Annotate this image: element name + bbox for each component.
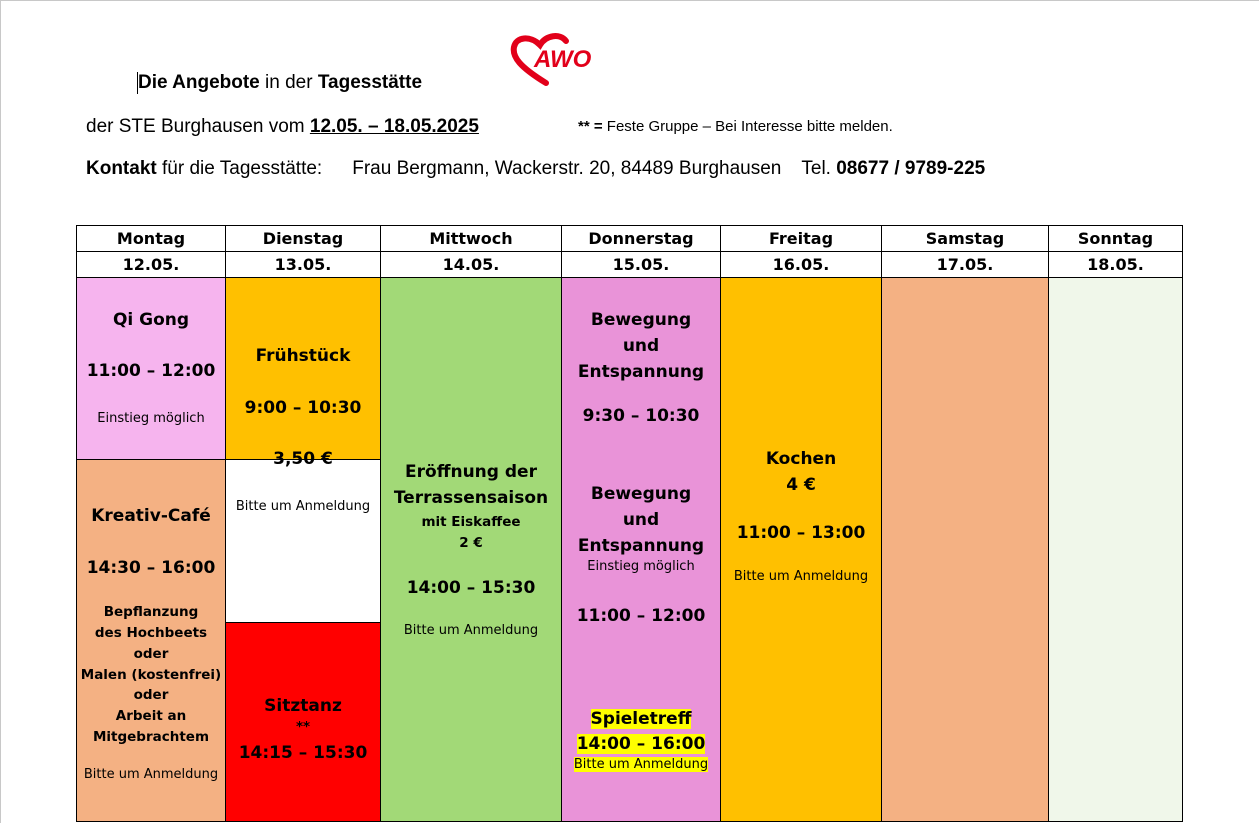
kreativ-line: Mitgebrachtem [92,729,210,745]
fixed-group-note: ** = Feste Gruppe – Bei Interesse bitte … [578,118,893,135]
don2-line1: Bewegung [590,484,692,504]
page-border-left [0,0,1,823]
don3-note-wrap: Bitte um Anmeldung [562,755,720,775]
don2-line3: Entspannung [577,536,705,556]
mittwoch-price: 2 € [459,535,483,551]
contact-label-bold: Kontakt [86,158,157,179]
note-stars: ** = [578,118,603,135]
don1-line1: Bewegung [590,310,692,330]
awo-logo-text: AWO [533,46,592,73]
mittwoch-note: Bitte um Anmeldung [403,623,539,638]
fruehstueck-title: Frühstück [255,346,351,366]
date-cell: 15.05. [561,251,721,278]
schedule-table: Montag Dienstag Mittwoch Donnerstag Frei… [76,225,1183,822]
kreativ-line: Malen (kostenfrei) [80,667,222,683]
date-cell: 17.05. [881,251,1049,278]
don3-time-wrap: 14:00 – 16:00 [562,731,720,757]
weekday-header: Dienstag [225,225,381,252]
date-cell: 13.05. [225,251,381,278]
kreativ-line: des Hochbeets [94,625,208,641]
freitag-price: 4 € [786,475,816,495]
weekday-header: Freitag [720,225,882,252]
mittwoch-time: 14:00 – 15:30 [406,578,536,598]
date-cell: 18.05. [1048,251,1183,278]
kreativ-line: oder [133,646,169,662]
weekday-header: Mittwoch [380,225,562,252]
spieletreff-note: Bitte um Anmeldung [573,757,709,772]
fruehstueck-price: 3,50 € [273,449,333,469]
page-border-top [0,0,1259,1]
kreativ-note: Bitte um Anmeldung [83,767,219,782]
heading-text: in der [259,72,318,93]
date-cell: 12.05. [76,251,226,278]
contact-address: Frau Bergmann, Wackerstr. 20, 84489 Burg… [352,158,782,179]
sitztanz-time: 14:15 – 15:30 [238,743,368,763]
weekday-header: Montag [76,225,226,252]
schedule-row-afternoon: Sitztanz ** 14:15 – 15:30 [77,622,1183,822]
fruehstueck-time: 9:00 – 10:30 [244,398,362,418]
weekday-header: Donnerstag [561,225,721,252]
don2-time: 11:00 – 12:00 [576,606,706,626]
contact-label: für die Tagesstätte: [156,158,323,179]
don1-line2: und [622,336,660,356]
freitag-title: Kochen [765,449,837,469]
kreativ-time: 14:30 – 16:00 [86,558,216,578]
week-date-range: 12.05. – 18.05.2025 [309,116,479,137]
mittwoch-cell: Eröffnung der Terrassensaison mit Eiskaf… [380,277,562,822]
spieletreff-title: Spieletreff [590,709,692,729]
date-row: 12.05. 13.05. 14.05. 15.05. 16.05. 17.05… [76,251,1183,278]
qigong-time: 11:00 – 12:00 [86,361,216,381]
sitztanz-stars: ** [295,719,311,735]
contact-line: Kontakt für die Tagesstätte: Frau Bergman… [86,158,985,180]
contact-tel-label: Tel. [801,158,837,179]
freitag-time: 11:00 – 13:00 [736,523,866,543]
date-cell: 14.05. [380,251,562,278]
dienstag-fruehstueck-cell: Frühstück 9:00 – 10:30 3,50 € Bitte um A… [225,277,381,514]
sonntag-cell [1048,277,1183,822]
mittwoch-sub: mit Eiskaffee [421,514,521,530]
freitag-cell: Kochen 4 € 11:00 – 13:00 Bitte um Anmeld… [720,277,882,822]
weekday-header: Samstag [881,225,1049,252]
sitztanz-title: Sitztanz [264,696,342,716]
don3-title-wrap: Spieletreff [562,706,720,732]
weekday-header: Sonntag [1048,225,1183,252]
week-prefix: der STE Burghausen vom [86,116,310,137]
date-cell: 16.05. [720,251,882,278]
don1-time: 9:30 – 10:30 [582,406,700,426]
heading-bold-2: Tagesstätte [317,72,423,93]
spieletreff-time: 14:00 – 16:00 [576,734,706,754]
qigong-title: Qi Gong [112,310,190,330]
contact-tel: 08677 / 9789-225 [836,158,986,179]
dienstag-sitztanz-cell: Sitztanz ** 14:15 – 15:30 [225,622,381,822]
don1-line3: Entspannung [577,362,705,382]
fruehstueck-note: Bitte um Anmeldung [235,499,371,514]
schedule-row-morning: Qi Gong 11:00 – 12:00 Einstieg möglich F… [76,277,1183,822]
mittwoch-title-1: Eröffnung der [405,462,537,482]
don2-line2: und [622,510,660,530]
note-text: Feste Gruppe – Bei Interesse bitte melde… [602,118,893,135]
weekday-row: Montag Dienstag Mittwoch Donnerstag Frei… [76,225,1183,252]
mittwoch-title-2: Terrassensaison [393,488,549,508]
don2-note: Einstieg möglich [587,559,695,574]
kreativ-line: Bepflanzung [103,604,199,620]
kreativ-title: Kreativ-Café [91,506,211,526]
montag-kreativ-cell: Kreativ-Café 14:30 – 16:00 Bepflanzung d… [76,459,226,822]
week-line: der STE Burghausen vom 12.05. – 18.05.20… [86,116,479,138]
kreativ-line: oder [133,687,169,703]
awo-logo: AWO [510,33,592,86]
heading-bold-1: Die Angebote [138,72,260,93]
donnerstag-cell: Bewegung und Entspannung 9:30 – 10:30 Be… [561,277,721,822]
text-cursor [137,72,138,94]
heading-line: Die Angebote in der Tagesstätte [138,72,422,94]
montag-qigong-cell: Qi Gong 11:00 – 12:00 Einstieg möglich [76,277,226,460]
kreativ-line: Arbeit an [115,708,187,724]
samstag-cell [881,277,1049,822]
freitag-note: Bitte um Anmeldung [733,569,869,584]
schedule-row-midday: Kreativ-Café 14:30 – 16:00 Bepflanzung d… [76,459,1183,822]
qigong-note: Einstieg möglich [97,411,205,426]
